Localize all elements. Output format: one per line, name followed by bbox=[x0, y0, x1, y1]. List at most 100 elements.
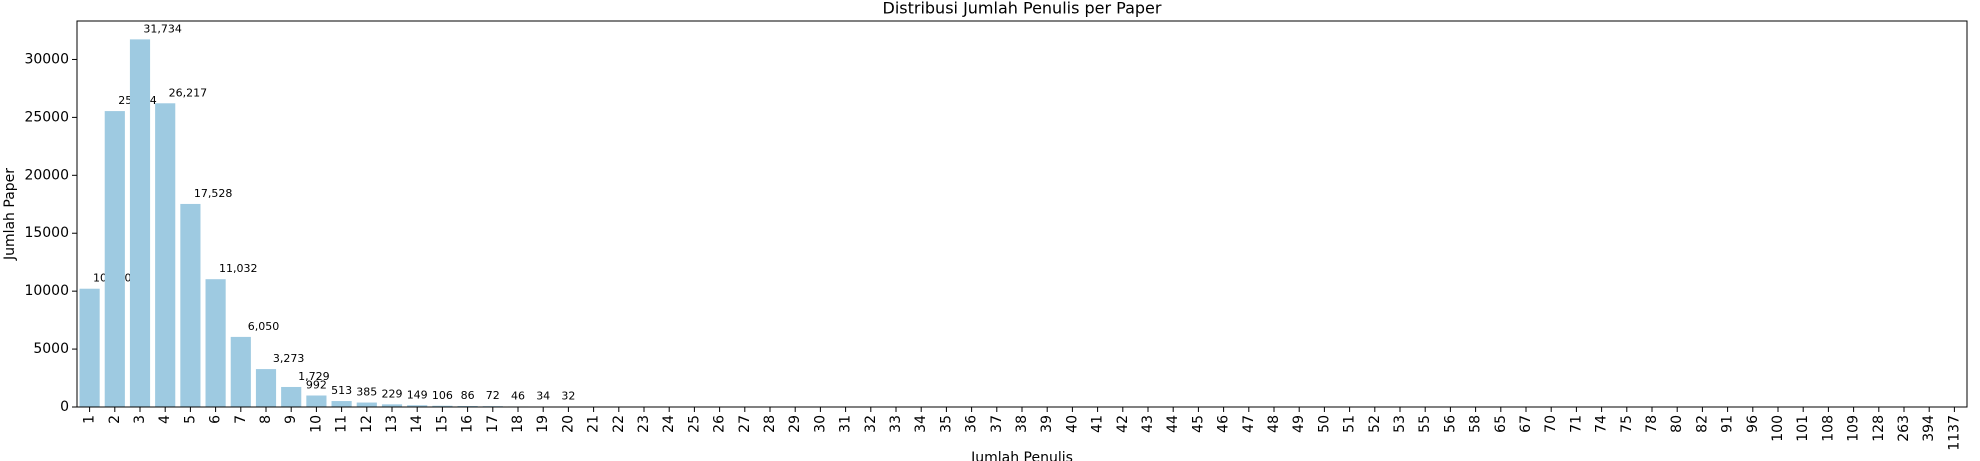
x-tick-label: 38 bbox=[1014, 415, 1030, 433]
x-tick-label: 26 bbox=[712, 415, 728, 433]
bar bbox=[79, 288, 100, 407]
bar bbox=[129, 39, 151, 407]
x-tick-label: 56 bbox=[1442, 415, 1458, 433]
value-label: 34 bbox=[536, 390, 550, 403]
x-tick-label: 16 bbox=[460, 415, 476, 433]
x-tick-label: 394 bbox=[1921, 415, 1937, 442]
x-tick-label: 2 bbox=[107, 415, 123, 424]
x-tick-label: 75 bbox=[1619, 415, 1635, 433]
x-tick-label: 28 bbox=[762, 415, 778, 433]
x-tick-label: 21 bbox=[586, 415, 602, 433]
bar bbox=[155, 103, 176, 408]
x-tick-label: 1 bbox=[82, 415, 98, 424]
x-tick-label: 43 bbox=[1140, 415, 1156, 433]
x-tick-label: 71 bbox=[1568, 415, 1584, 433]
bar bbox=[104, 111, 125, 407]
bar bbox=[281, 386, 302, 407]
x-tick-label: 37 bbox=[989, 415, 1005, 433]
x-tick-label: 53 bbox=[1392, 415, 1408, 433]
x-tick-label: 67 bbox=[1518, 415, 1534, 433]
value-label: 72 bbox=[486, 389, 500, 402]
value-label: 1,729 bbox=[298, 370, 330, 383]
plot-frame bbox=[76, 20, 1968, 408]
y-tick-label: 0 bbox=[60, 399, 69, 415]
x-tick-label: 3 bbox=[132, 415, 148, 424]
x-tick-label: 9 bbox=[283, 415, 299, 424]
x-tick-label: 96 bbox=[1745, 415, 1761, 433]
x-tick-label: 17 bbox=[485, 415, 501, 433]
x-tick-label: 42 bbox=[1115, 415, 1131, 433]
x-tick-label: 45 bbox=[1190, 415, 1206, 433]
x-tick-label: 49 bbox=[1291, 415, 1307, 433]
value-label: 86 bbox=[461, 389, 475, 402]
y-tick-label: 10000 bbox=[24, 283, 69, 299]
value-label: 513 bbox=[331, 384, 352, 397]
x-tick-label: 34 bbox=[913, 415, 929, 433]
bar bbox=[331, 401, 352, 407]
bar bbox=[230, 336, 251, 407]
value-label: 11,032 bbox=[219, 262, 258, 275]
x-tick-label: 25 bbox=[686, 415, 702, 433]
x-tick-label: 14 bbox=[409, 415, 425, 433]
x-tick-label: 51 bbox=[1342, 415, 1358, 433]
x-tick-label: 12 bbox=[359, 415, 375, 433]
x-tick-label: 50 bbox=[1316, 415, 1332, 433]
x-tick-label: 35 bbox=[938, 415, 954, 433]
x-tick-label: 15 bbox=[434, 415, 450, 433]
bar bbox=[306, 395, 327, 407]
x-tick-label: 39 bbox=[1039, 415, 1055, 433]
value-label: 26,217 bbox=[169, 86, 208, 99]
x-tick-label: 31 bbox=[838, 415, 854, 433]
x-tick-label: 101 bbox=[1795, 415, 1811, 442]
x-tick-label: 52 bbox=[1367, 415, 1383, 433]
x-tick-label: 20 bbox=[560, 415, 576, 433]
x-tick-label: 30 bbox=[812, 415, 828, 433]
x-tick-label: 41 bbox=[1090, 415, 1106, 433]
x-axis-label: Jumlah Penulis bbox=[970, 450, 1073, 461]
x-tick-label: 58 bbox=[1468, 415, 1484, 433]
bar bbox=[180, 203, 201, 407]
value-label: 385 bbox=[356, 386, 377, 399]
x-tick-label: 33 bbox=[888, 415, 904, 433]
bar bbox=[255, 369, 277, 407]
x-tick-label: 23 bbox=[636, 415, 652, 433]
x-tick-label: 8 bbox=[258, 415, 274, 424]
bar bbox=[432, 405, 453, 407]
y-tick-label: 15000 bbox=[24, 225, 69, 241]
x-tick-label: 108 bbox=[1820, 415, 1836, 442]
x-tick-label: 18 bbox=[510, 415, 526, 433]
x-tick-label: 46 bbox=[1216, 415, 1232, 433]
y-tick-label: 5000 bbox=[33, 341, 69, 357]
x-tick-label: 80 bbox=[1669, 415, 1685, 433]
value-label: 32 bbox=[561, 390, 575, 403]
y-axis-label: Jumlah Paper bbox=[2, 168, 18, 261]
x-tick-label: 70 bbox=[1543, 415, 1559, 433]
x-tick-label: 4 bbox=[157, 415, 173, 424]
x-tick-label: 5 bbox=[182, 415, 198, 424]
x-tick-label: 24 bbox=[661, 415, 677, 433]
value-label: 3,273 bbox=[273, 352, 305, 365]
bar bbox=[356, 402, 377, 407]
bar bbox=[381, 404, 403, 407]
y-tick-label: 20000 bbox=[24, 167, 69, 183]
chart-title: Distribusi Jumlah Penulis per Paper bbox=[883, 0, 1162, 18]
value-label: 46 bbox=[511, 389, 525, 402]
x-tick-label: 11 bbox=[334, 415, 350, 433]
x-tick-label: 47 bbox=[1241, 415, 1257, 433]
x-tick-label: 29 bbox=[787, 415, 803, 433]
x-tick-label: 32 bbox=[863, 415, 879, 433]
x-tick-label: 22 bbox=[611, 415, 627, 433]
x-tick-label: 1137 bbox=[1946, 415, 1962, 451]
value-label: 6,050 bbox=[248, 320, 280, 333]
x-tick-label: 13 bbox=[384, 415, 400, 433]
value-label: 17,528 bbox=[194, 187, 233, 200]
y-tick-label: 25000 bbox=[24, 109, 69, 125]
x-tick-label: 36 bbox=[964, 415, 980, 433]
value-label: 992 bbox=[306, 379, 327, 392]
x-tick-label: 78 bbox=[1644, 415, 1660, 433]
x-tick-label: 65 bbox=[1493, 415, 1509, 433]
value-label: 229 bbox=[382, 387, 403, 400]
x-tick-label: 6 bbox=[208, 415, 224, 424]
value-label: 149 bbox=[407, 388, 428, 401]
